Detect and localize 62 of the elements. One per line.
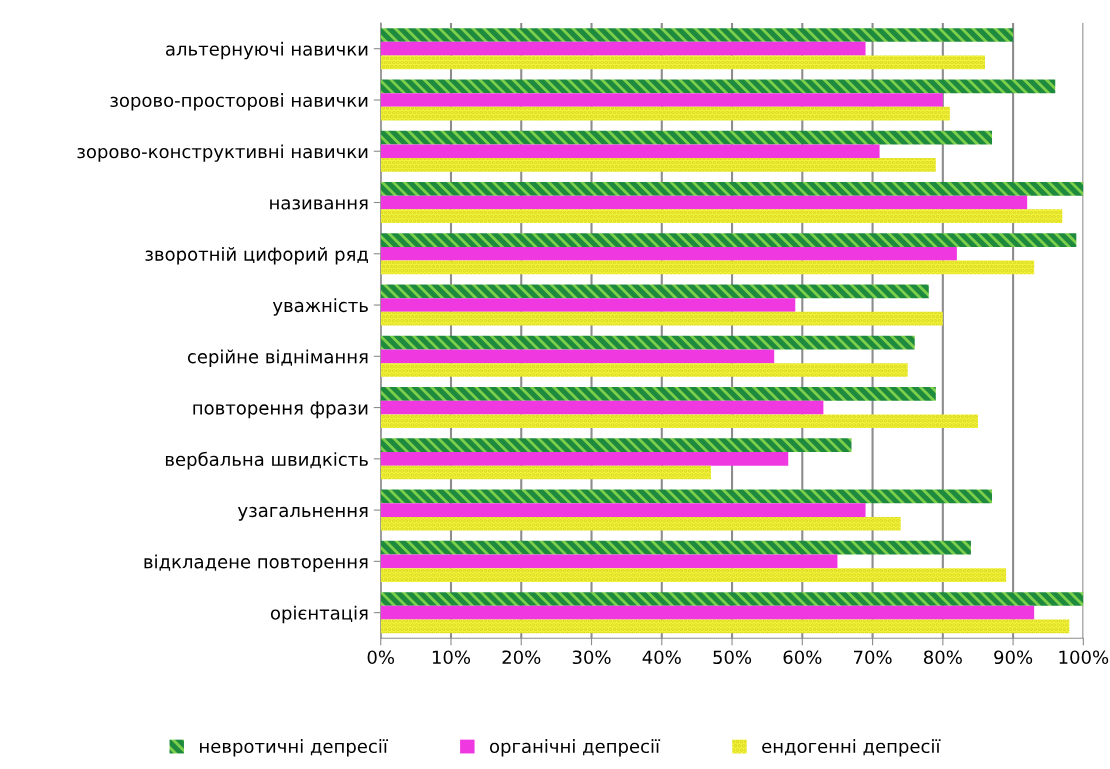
bar <box>380 452 789 466</box>
y-tick-label: називання <box>270 199 368 210</box>
y-tick-label: відкладене повторення <box>144 554 368 572</box>
bar <box>380 335 915 350</box>
legend-label: органічні депресії <box>489 739 661 757</box>
bar <box>380 489 993 504</box>
bar <box>380 298 796 312</box>
bar <box>380 554 838 569</box>
x-tick-label: 60% <box>783 650 822 665</box>
bar <box>380 55 985 70</box>
bar <box>380 158 936 172</box>
bar <box>380 414 978 429</box>
x-tick-label: 70% <box>853 650 892 665</box>
x-tick-label: 20% <box>502 650 541 665</box>
y-tick-label: зорово-конструктивні навички <box>77 144 368 162</box>
bar <box>380 144 880 159</box>
bar <box>380 503 866 517</box>
bar <box>380 79 1056 94</box>
bar <box>380 592 1084 606</box>
x-tick-label: 40% <box>642 650 681 665</box>
y-tick-label: повторення фрази <box>193 401 368 419</box>
y-tick-label: узагальнення <box>237 506 368 521</box>
bar <box>380 209 1063 224</box>
bar <box>380 260 1035 275</box>
y-tick-label: серійне віднімання <box>187 349 368 367</box>
x-tick-label: 100% <box>1059 650 1109 665</box>
bar <box>380 130 993 145</box>
bar <box>380 400 824 415</box>
x-tick-label: 50% <box>713 650 752 665</box>
bar <box>380 233 1077 247</box>
y-tick-label: альтернуючі навички <box>166 41 368 60</box>
bar <box>380 106 950 121</box>
x-tick-label: 90% <box>994 650 1033 665</box>
y-tick-label: вербальна швидкість <box>165 451 368 470</box>
bar <box>380 284 929 299</box>
bar <box>380 387 936 401</box>
bar <box>380 568 1007 582</box>
bar <box>380 311 943 326</box>
legend-label: ендогенні депресії <box>762 739 941 757</box>
bar <box>380 540 971 555</box>
legend-label: невротичні депресії <box>200 739 388 757</box>
bar <box>380 349 775 364</box>
x-tick-label: 0% <box>367 650 395 665</box>
bar <box>380 605 1035 620</box>
bar <box>380 182 1084 196</box>
y-tick-label: уважність <box>272 298 368 316</box>
bar <box>380 41 866 56</box>
x-tick-label: 30% <box>572 650 611 665</box>
x-tick-label: 80% <box>923 650 962 665</box>
bar <box>380 195 1028 210</box>
bar <box>380 619 1070 634</box>
bar <box>380 516 901 531</box>
bar <box>380 93 943 107</box>
y-tick-label: зорово-просторові навички <box>110 93 368 111</box>
y-tick-label: зворотній цифорий ряд <box>145 246 368 265</box>
bar <box>380 246 957 261</box>
x-tick-label: 10% <box>432 650 471 665</box>
bar <box>380 438 852 452</box>
bar <box>380 363 908 377</box>
bar <box>380 28 1014 42</box>
bar <box>380 465 711 480</box>
y-tick-label: орієнтація <box>270 605 368 624</box>
